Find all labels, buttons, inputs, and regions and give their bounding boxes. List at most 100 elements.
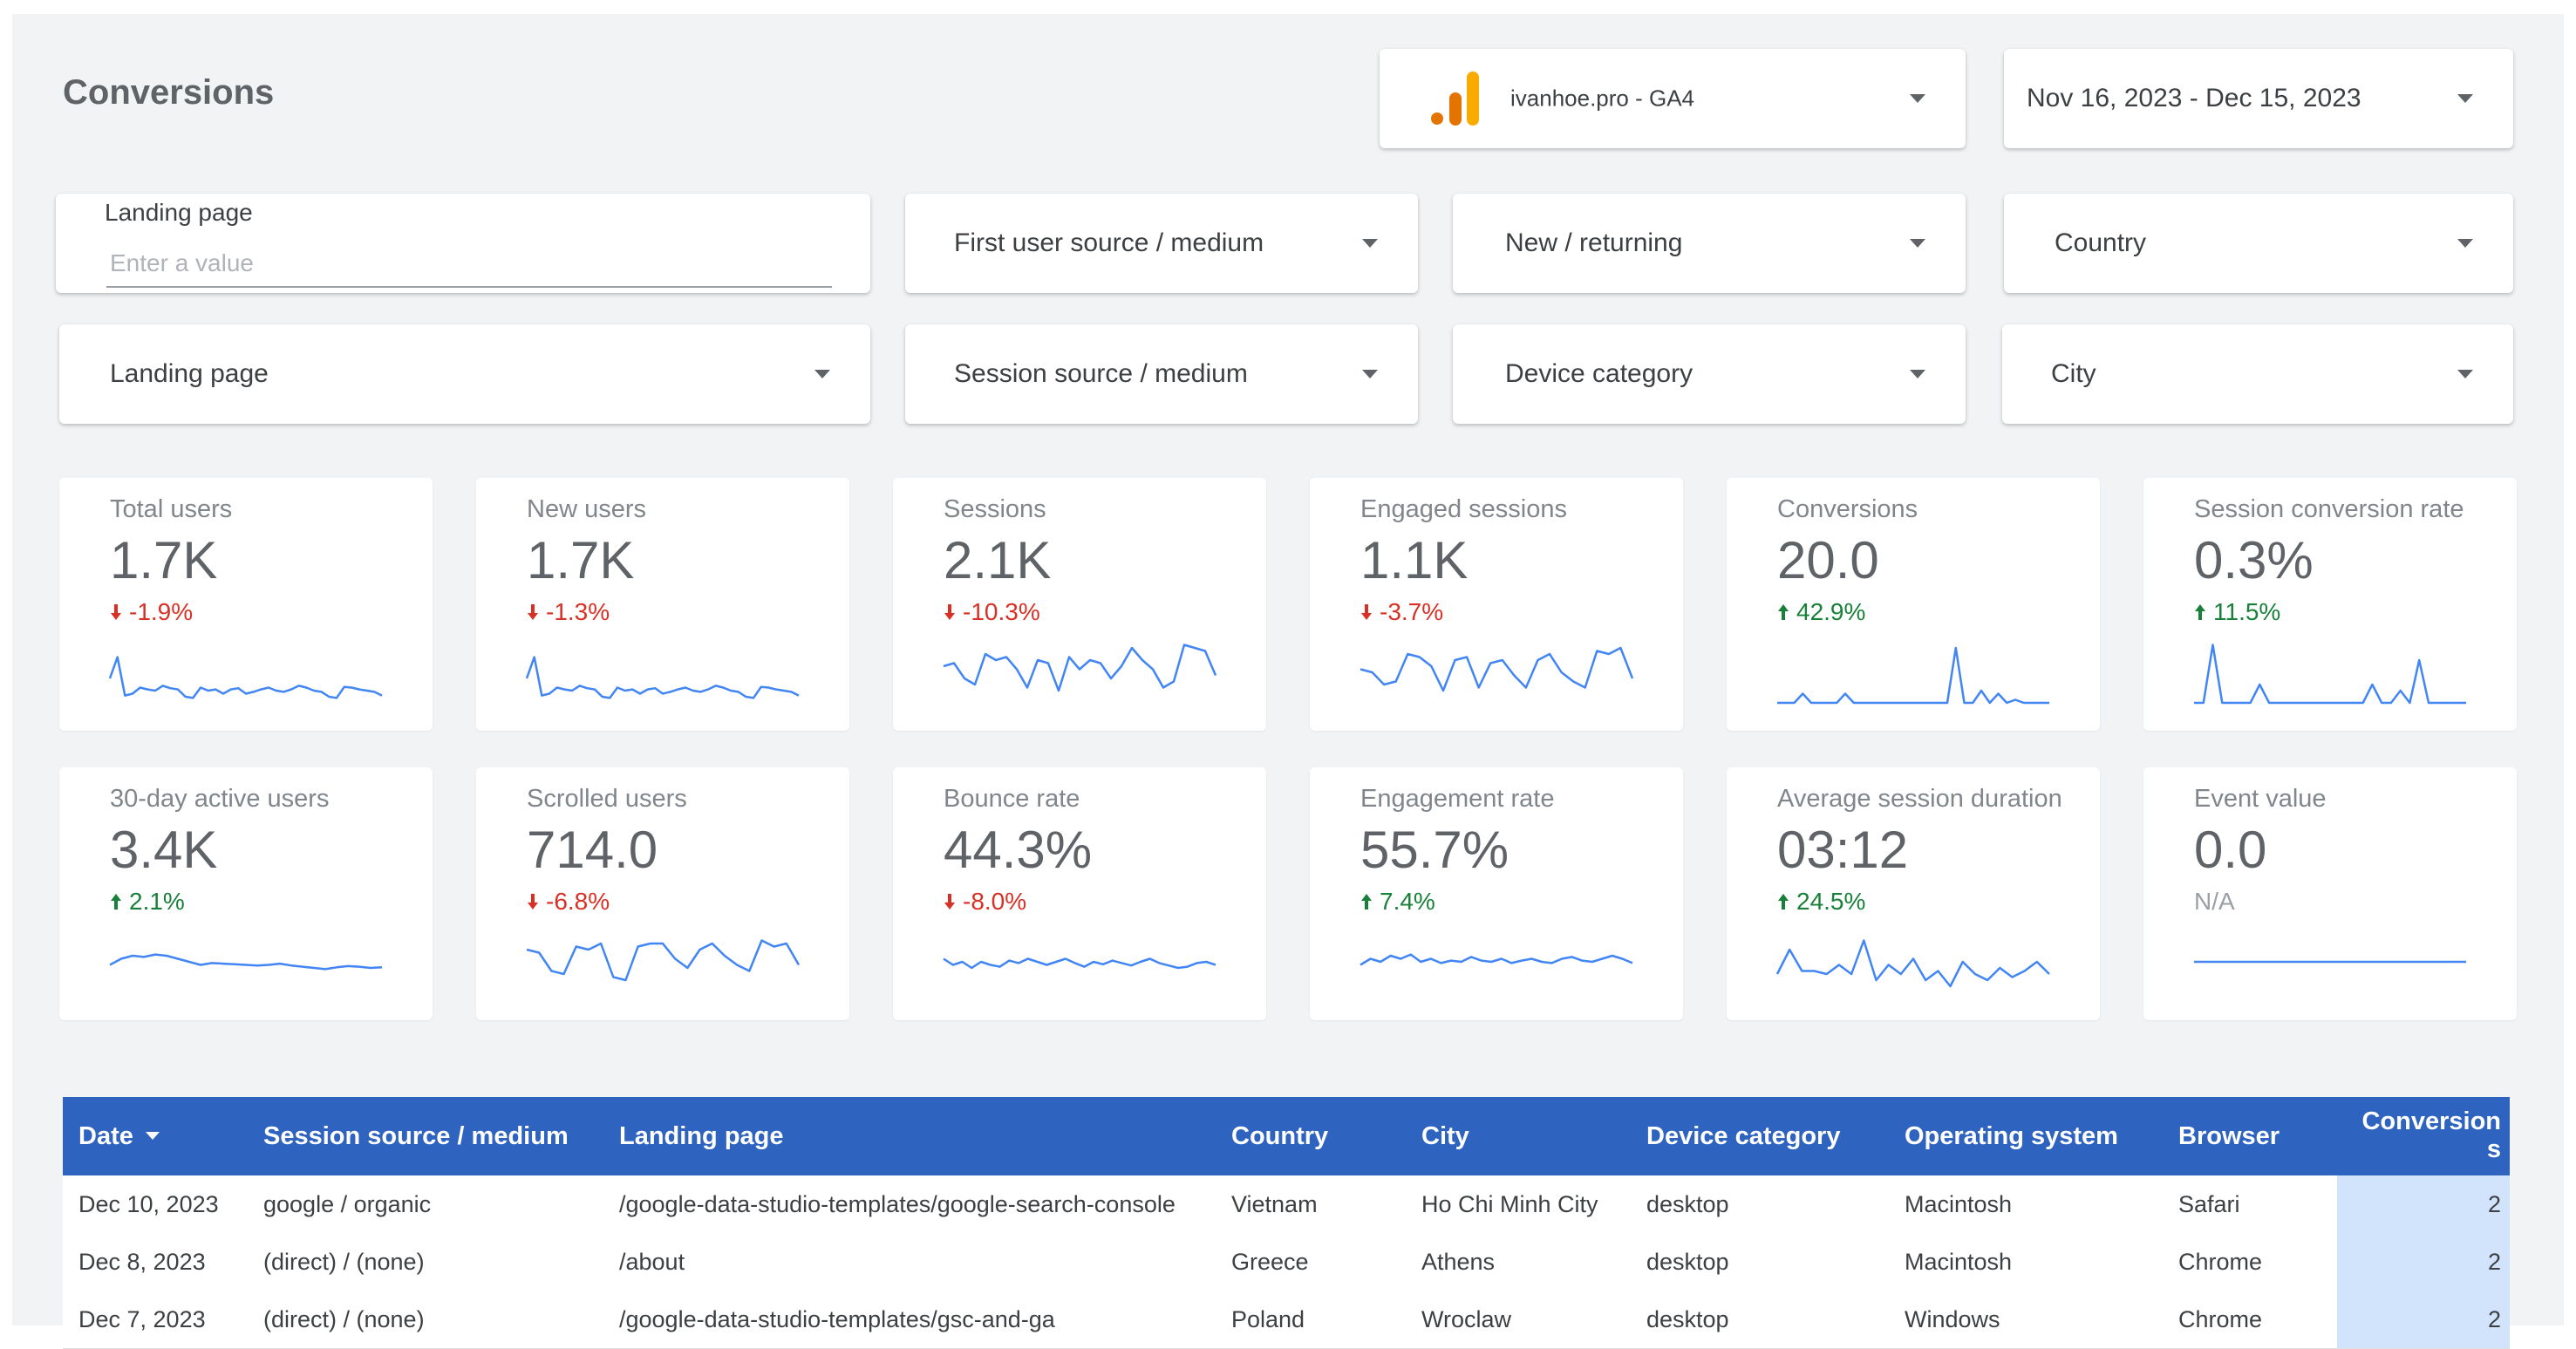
new-returning-filter[interactable]: New / returning (1453, 194, 1966, 293)
scorecard-delta: -8.0% (944, 888, 1026, 916)
scorecard-label: Sessions (944, 495, 1046, 523)
scorecard-delta: 42.9% (1777, 598, 1865, 626)
scorecard-total-users[interactable]: Total users 1.7K -1.9% (59, 478, 433, 731)
scorecard-event-value[interactable]: Event value 0.0 N/A (2143, 767, 2517, 1020)
table-row[interactable]: Dec 10, 2023 google / organic/google-data… (63, 1175, 2510, 1234)
table-cell: Chrome (2178, 1306, 2263, 1332)
session-source-medium-filter[interactable]: Session source / medium (905, 324, 1418, 424)
scorecard-delta: 11.5% (2194, 598, 2280, 626)
landing-page-input-filter[interactable]: Landing page Enter a value (56, 194, 870, 293)
column-header-country[interactable]: Country (1231, 1122, 1329, 1150)
input-underline (106, 286, 832, 288)
city-filter[interactable]: City (2002, 324, 2513, 424)
table-cell: desktop (1646, 1249, 1729, 1275)
column-header-date[interactable]: Date (78, 1097, 160, 1175)
scorecard-value: 1.1K (1360, 531, 1469, 589)
scorecard-value: 3.4K (110, 821, 218, 879)
scorecard-delta: N/A (2194, 888, 2235, 916)
scorecard-engagement-rate[interactable]: Engagement rate 55.7% 7.4% (1310, 767, 1683, 1020)
chevron-down-icon (1362, 370, 1378, 378)
chevron-down-icon (2457, 239, 2473, 248)
table-cell: /about (619, 1249, 685, 1275)
table-row[interactable]: Dec 8, 2023 (direct) / (none) /about Greece… (63, 1233, 2510, 1291)
landing-page-filter[interactable]: Landing page (59, 324, 870, 424)
scorecard-label: Engaged sessions (1360, 495, 1567, 523)
scorecard-value: 03:12 (1777, 821, 1909, 879)
scorecard-sessions[interactable]: Sessions 2.1K -10.3% (893, 478, 1266, 731)
landing-page-input-label: Landing page (105, 199, 253, 226)
scorecard-label: Total users (110, 495, 233, 523)
sparkline-chart (525, 656, 800, 699)
arrow-up-icon (2195, 604, 2205, 620)
scorecard-value: 0.3% (2194, 531, 2314, 589)
column-header-device-category[interactable]: Device category (1646, 1122, 1841, 1150)
sparkline-chart (109, 953, 383, 971)
table-cell: /google-data-studio-templates/gsc-and-ga (619, 1306, 1055, 1332)
scorecard-value: 2.1K (944, 531, 1052, 589)
table-cell: (direct) / (none) (263, 1306, 425, 1332)
table-cell: Chrome (2178, 1249, 2263, 1275)
sparkline-series (943, 957, 1216, 970)
table-cell: google / organic (263, 1191, 432, 1217)
table-row[interactable]: Dec 7, 2023 (direct) / (none) /google-data… (63, 1291, 2510, 1349)
chevron-down-icon (1910, 239, 1925, 248)
table-cell: Safari (2178, 1191, 2240, 1217)
data-source-selector[interactable]: ivanhoe.pro - GA4 (1380, 49, 1966, 148)
scorecard-conversions[interactable]: Conversions 20.0 42.9% (1727, 478, 2100, 731)
sparkline-series (1775, 939, 2050, 988)
sparkline-chart (1777, 646, 2049, 705)
chevron-down-icon (814, 370, 830, 378)
column-header-conversions[interactable]: Conversion s (2361, 1107, 2501, 1163)
scorecard-engaged-sessions[interactable]: Engaged sessions 1.1K -3.7% (1310, 478, 1683, 731)
country-filter[interactable]: Country (2004, 194, 2513, 293)
arrow-down-icon (528, 604, 538, 620)
scorecard-delta-text: -6.8% (546, 888, 610, 915)
table-cell: Wroclaw (1421, 1306, 1512, 1332)
scorecard-bounce-rate[interactable]: Bounce rate 44.3% -8.0% (893, 767, 1266, 1020)
table-cell: Ho Chi Minh City (1421, 1191, 1598, 1217)
arrow-down-icon (944, 604, 955, 620)
landing-page-input-placeholder[interactable]: Enter a value (110, 249, 254, 276)
sort-descending-icon (145, 1131, 160, 1140)
sparkline-chart (943, 957, 1216, 970)
column-header-session-source[interactable]: Session source / medium (263, 1122, 569, 1150)
column-header-browser[interactable]: Browser (2178, 1122, 2280, 1150)
table-cell: 2 (2337, 1233, 2510, 1291)
scorecard-average-session-duration[interactable]: Average session duration 03:12 24.5% (1727, 767, 2100, 1020)
sparkline-chart (2194, 644, 2466, 705)
sparkline-chart (526, 939, 801, 982)
table-cell: Greece (1231, 1249, 1309, 1275)
column-header-operating-system[interactable]: Operating system (1905, 1122, 2118, 1150)
sparkline-series (1360, 646, 1634, 692)
scorecard-label: Session conversion rate (2194, 495, 2464, 523)
scorecard-label: Event value (2194, 785, 2327, 813)
scorecard-new-users[interactable]: New users 1.7K -1.3% (476, 478, 849, 731)
device-category-filter[interactable]: Device category (1453, 324, 1966, 424)
sparkline-series (943, 644, 1217, 692)
scorecard-value: 20.0 (1777, 531, 1879, 589)
scorecard-value: 55.7% (1360, 821, 1509, 879)
filter-label: First user source / medium (954, 228, 1264, 257)
date-range-selector[interactable]: Nov 16, 2023 - Dec 15, 2023 (2004, 49, 2513, 148)
filter-label: City (2051, 359, 2096, 388)
sparkline-series (1360, 953, 1633, 966)
column-header-city[interactable]: City (1421, 1122, 1469, 1150)
scorecard-value: 0.0 (2194, 821, 2267, 879)
table-cell: Dec 10, 2023 (78, 1191, 219, 1217)
scorecard-scrolled-users[interactable]: Scrolled users 714.0 -6.8% (476, 767, 849, 1020)
date-range-label: Nov 16, 2023 - Dec 15, 2023 (2027, 84, 2361, 112)
column-header-landing-page[interactable]: Landing page (619, 1122, 784, 1150)
sparkline-chart (108, 656, 383, 699)
scorecard-session-conversion-rate[interactable]: Session conversion rate 0.3% 11.5% (2143, 478, 2517, 731)
scorecard-delta: 24.5% (1777, 888, 1865, 916)
first-user-source-medium-filter[interactable]: First user source / medium (905, 194, 1418, 293)
arrow-up-icon (111, 894, 121, 910)
scorecard-delta-text: 24.5% (1796, 888, 1866, 915)
scorecard-30-day-active-users[interactable]: 30-day active users 3.4K 2.1% (59, 767, 433, 1020)
scorecard-label: Engagement rate (1360, 785, 1555, 813)
scorecard-label: Average session duration (1777, 785, 2062, 813)
filter-label: Session source / medium (954, 359, 1248, 388)
scorecard-delta: -3.7% (1360, 598, 1443, 626)
data-source-label: ivanhoe.pro - GA4 (1510, 85, 1695, 112)
sparkline-series (525, 656, 800, 699)
